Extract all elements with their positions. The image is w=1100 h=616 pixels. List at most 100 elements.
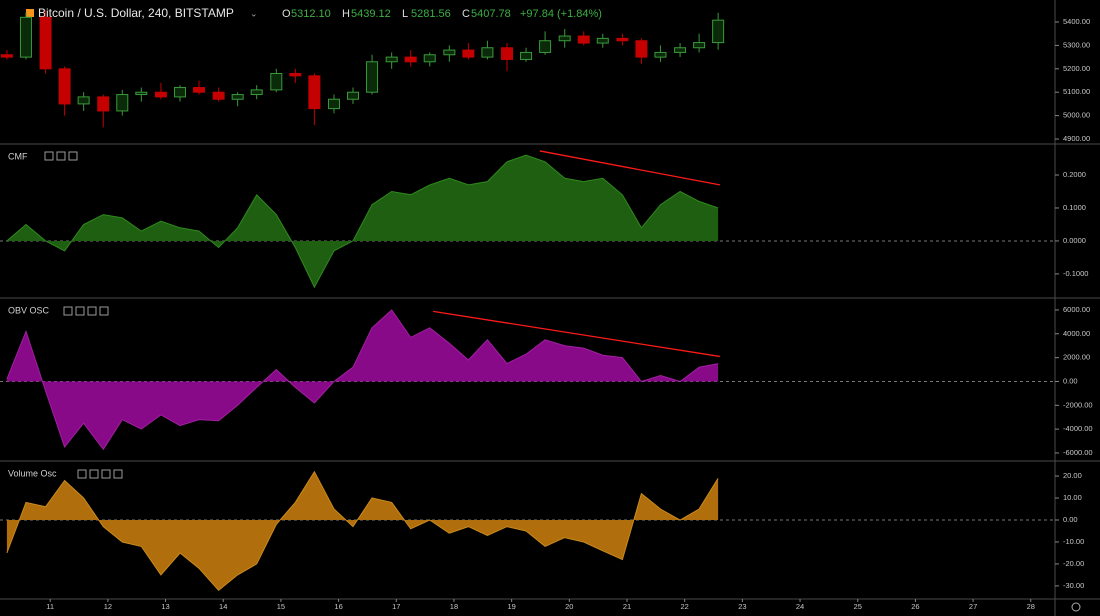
y-tick-label: 4900.00 xyxy=(1063,134,1090,143)
x-tick-label: 15 xyxy=(277,602,285,611)
candle-body xyxy=(135,91,148,96)
y-tick-label: 6000.00 xyxy=(1063,305,1090,314)
candle-body xyxy=(443,49,456,56)
x-tick-label: 18 xyxy=(450,602,458,611)
candle-body xyxy=(231,94,244,100)
x-tick-label: 12 xyxy=(104,602,112,611)
ohlc-value: 5312.10 xyxy=(291,8,331,20)
candle-body xyxy=(539,40,552,53)
x-tick-label: 14 xyxy=(219,602,227,611)
x-tick-label: 28 xyxy=(1027,602,1035,611)
y-tick-label: 10.00 xyxy=(1063,493,1082,502)
candle-body xyxy=(289,72,302,77)
trendline xyxy=(539,150,720,186)
candle-body xyxy=(712,19,725,44)
x-tick-label: 13 xyxy=(161,602,169,611)
candle-body xyxy=(674,47,687,53)
ohlc-value: 5281.56 xyxy=(411,8,451,20)
area-fill xyxy=(6,471,719,591)
candle-body xyxy=(250,89,263,96)
y-tick-label: 2000.00 xyxy=(1063,353,1090,362)
candle-body xyxy=(635,40,648,58)
candle-body xyxy=(481,47,494,58)
y-tick-label: 0.00 xyxy=(1063,515,1078,524)
y-tick-label: -6000.00 xyxy=(1063,448,1093,457)
settings-icon[interactable] xyxy=(1071,602,1081,612)
area-line xyxy=(6,154,719,289)
ohlc-value: 5407.78 xyxy=(471,8,511,20)
y-tick-label: -0.1000 xyxy=(1063,269,1088,278)
candle-body xyxy=(0,54,13,58)
x-tick-label: 16 xyxy=(334,602,342,611)
ohlc-label: L xyxy=(402,8,408,20)
pane-title: OBV OSC xyxy=(8,305,50,315)
y-tick-label: -10.00 xyxy=(1063,537,1084,546)
chart-title[interactable]: Bitcoin / U.S. Dollar, 240, BITSTAMP xyxy=(38,6,234,20)
pane-title: Volume Osc xyxy=(8,468,57,478)
x-tick-label: 20 xyxy=(565,602,573,611)
y-tick-label: -20.00 xyxy=(1063,559,1084,568)
candle-body xyxy=(97,96,110,112)
candle-body xyxy=(462,49,475,58)
y-tick-label: 0.0000 xyxy=(1063,236,1086,245)
candle-body xyxy=(19,16,32,58)
candle-body xyxy=(270,72,283,91)
ohlc-label: H xyxy=(342,8,350,20)
candle-body xyxy=(173,87,186,98)
candle-body xyxy=(77,96,90,105)
candle-body xyxy=(366,61,379,93)
candle-body xyxy=(347,91,360,100)
x-tick-label: 26 xyxy=(911,602,919,611)
indicator-buttons[interactable] xyxy=(44,151,123,479)
ohlc-label: C xyxy=(462,8,470,20)
candle-body xyxy=(654,51,667,58)
candle-body xyxy=(558,35,571,42)
candle-body xyxy=(193,87,206,93)
ohlc-value: 5439.12 xyxy=(351,8,391,20)
pane-title: CMF xyxy=(8,151,28,161)
area-fill xyxy=(6,155,719,288)
candle-body xyxy=(577,35,590,44)
y-tick-label: 5200.00 xyxy=(1063,64,1090,73)
candle-body xyxy=(520,51,533,60)
candle-body xyxy=(212,91,225,100)
candle-body xyxy=(308,75,321,110)
x-tick-label: 24 xyxy=(796,602,804,611)
change: +97.84 (+1.84%) xyxy=(520,8,602,20)
y-tick-label: 0.00 xyxy=(1063,376,1078,385)
candle-body xyxy=(693,42,706,49)
candle-body xyxy=(154,91,167,98)
area-line xyxy=(6,470,719,591)
x-tick-label: 19 xyxy=(507,602,515,611)
x-tick-label: 21 xyxy=(623,602,631,611)
candle-body xyxy=(501,47,514,60)
candle-body xyxy=(116,94,129,112)
x-tick-label: 22 xyxy=(681,602,689,611)
candle-body xyxy=(404,56,417,63)
y-tick-label: 5400.00 xyxy=(1063,17,1090,26)
candle-body xyxy=(596,37,609,44)
x-tick-label: 11 xyxy=(46,602,54,611)
candle-body xyxy=(39,16,52,70)
y-tick-label: -4000.00 xyxy=(1063,424,1093,433)
y-tick-label: 0.1000 xyxy=(1063,203,1086,212)
candle-body xyxy=(423,54,436,63)
area-fill xyxy=(6,310,719,450)
candle-body xyxy=(58,68,71,105)
y-tick-label: 4000.00 xyxy=(1063,329,1090,338)
y-tick-label: -30.00 xyxy=(1063,581,1084,590)
symbol-icon xyxy=(26,9,34,17)
y-tick-label: 5300.00 xyxy=(1063,40,1090,49)
chevron[interactable]: ⌄ xyxy=(250,8,258,18)
area-line xyxy=(6,309,719,451)
ohlc-label: O xyxy=(282,8,291,20)
trendline xyxy=(433,310,720,358)
y-tick-label: -2000.00 xyxy=(1063,400,1093,409)
candle-body xyxy=(327,98,340,110)
x-tick-label: 25 xyxy=(854,602,862,611)
y-tick-label: 20.00 xyxy=(1063,471,1082,480)
y-tick-label: 5100.00 xyxy=(1063,87,1090,96)
x-tick-label: 27 xyxy=(969,602,977,611)
